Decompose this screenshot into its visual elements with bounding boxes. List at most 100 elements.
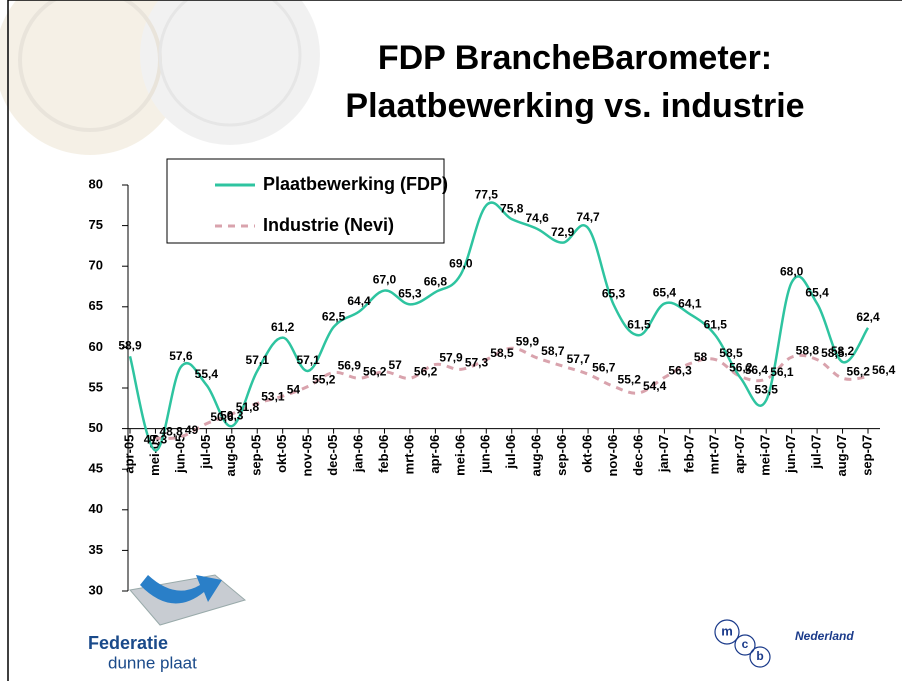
data-label: 50,6 (210, 410, 234, 424)
data-label: 53,1 (261, 390, 285, 404)
logo-letter: b (756, 649, 763, 663)
data-label: 57,1 (246, 353, 270, 367)
logo-letter: m (721, 623, 733, 638)
data-label: 58,8 (796, 343, 820, 357)
data-label: 58,5 (490, 346, 514, 360)
data-label: 49 (185, 423, 199, 437)
x-tick-label: dec-06 (630, 435, 645, 476)
y-tick-label: 60 (89, 339, 103, 354)
x-tick-label: sep-07 (859, 435, 874, 476)
logo-text: Federatie (88, 633, 168, 653)
data-label: 54,4 (643, 379, 667, 393)
data-label: 72,9 (551, 225, 575, 239)
data-label: 51,8 (236, 400, 260, 414)
y-tick-label: 80 (89, 176, 103, 191)
data-label: 65,4 (805, 286, 829, 300)
data-label: 58,5 (821, 346, 845, 360)
data-label: 56,2 (847, 364, 871, 378)
data-label: 65,4 (653, 286, 677, 300)
data-label: 56,9 (338, 359, 362, 373)
x-tick-label: feb-07 (681, 435, 696, 473)
y-tick-label: 65 (89, 298, 103, 313)
data-label: 64,4 (347, 294, 371, 308)
data-label: 59,9 (516, 334, 540, 348)
x-tick-label: nov-06 (605, 435, 620, 477)
data-label: 56,1 (770, 365, 794, 379)
y-tick-label: 55 (89, 379, 103, 394)
y-tick-label: 45 (89, 461, 103, 476)
x-tick-label: sep-05 (249, 435, 264, 476)
x-tick-label: jul-07 (809, 435, 824, 470)
data-label: 57,6 (169, 349, 193, 363)
data-label: 58,5 (719, 346, 743, 360)
data-label: 57,3 (465, 355, 489, 369)
x-tick-label: sep-06 (554, 435, 569, 476)
data-label: 56,7 (592, 360, 616, 374)
data-label: 58 (694, 350, 708, 364)
slide: FDP BrancheBarometer: Plaatbewerking vs.… (0, 0, 902, 681)
logo-letter: c (742, 637, 749, 651)
data-label: 61,5 (627, 317, 651, 331)
legend-label: Plaatbewerking (FDP) (263, 174, 448, 194)
data-label: 55,2 (312, 373, 336, 387)
data-label: 57,9 (439, 351, 463, 365)
data-label: 65,3 (602, 287, 626, 301)
data-label: 77,5 (475, 187, 499, 201)
data-label: 65,3 (398, 287, 422, 301)
x-tick-label: jun-06 (478, 435, 493, 474)
data-label: 56,4 (872, 363, 896, 377)
data-label: 64,1 (678, 296, 702, 310)
data-label: 56,2 (414, 364, 438, 378)
data-label: 61,5 (704, 317, 728, 331)
data-label: 75,8 (500, 201, 524, 215)
data-label: 58,7 (541, 344, 565, 358)
x-tick-label: jun-05 (172, 435, 187, 474)
data-label: 66,8 (424, 274, 448, 288)
data-label: 56,3 (668, 364, 692, 378)
x-tick-label: mrt-07 (707, 435, 722, 475)
x-tick-label: jan-06 (350, 435, 365, 474)
data-label: 74,6 (525, 211, 549, 225)
x-tick-label: mrt-06 (401, 435, 416, 475)
x-tick-label: okt-06 (580, 435, 595, 473)
x-tick-label: aug-07 (834, 435, 849, 477)
x-tick-label: jul-05 (198, 435, 213, 470)
data-label: 68,0 (780, 265, 804, 279)
data-label: 54 (287, 382, 301, 396)
x-tick-label: mei-07 (758, 435, 773, 476)
x-tick-label: apr-06 (427, 435, 442, 474)
x-tick-label: jun-07 (783, 435, 798, 474)
data-label: 57,7 (567, 352, 591, 366)
x-tick-label: aug-06 (529, 435, 544, 477)
x-tick-label: feb-06 (376, 435, 391, 473)
chart-subtitle: Plaatbewerking vs. industrie (345, 87, 804, 125)
data-label: 57 (388, 358, 402, 372)
data-label: 74,7 (576, 210, 600, 224)
data-label: 56,4 (745, 363, 769, 377)
data-label: 55,4 (195, 367, 219, 381)
y-tick-label: 40 (89, 501, 103, 516)
y-tick-label: 70 (89, 258, 103, 273)
data-label: 58,9 (118, 339, 142, 353)
x-tick-label: mei-06 (452, 435, 467, 476)
data-label: 55,2 (618, 373, 642, 387)
x-tick-label: nov-05 (300, 435, 315, 477)
data-label: 56,2 (363, 364, 387, 378)
data-label: 62,5 (322, 309, 346, 323)
x-tick-label: apr-07 (732, 435, 747, 474)
legend-label: Industrie (Nevi) (263, 215, 394, 235)
logo-text: dunne plaat (108, 653, 197, 672)
x-tick-label: aug-05 (223, 435, 238, 477)
x-tick-label: dec-05 (325, 435, 340, 476)
data-label: 61,2 (271, 320, 295, 334)
data-label: 48,8 (159, 425, 183, 439)
x-tick-label: apr-05 (121, 435, 136, 474)
y-tick-label: 50 (89, 420, 103, 435)
x-tick-label: jan-07 (656, 435, 671, 474)
data-label: 62,4 (856, 310, 880, 324)
x-tick-label: okt-05 (274, 435, 289, 473)
data-label: 53,5 (755, 382, 779, 396)
y-tick-label: 30 (89, 582, 103, 597)
y-tick-label: 35 (89, 542, 103, 557)
chart-title: FDP BrancheBarometer: (378, 39, 772, 77)
